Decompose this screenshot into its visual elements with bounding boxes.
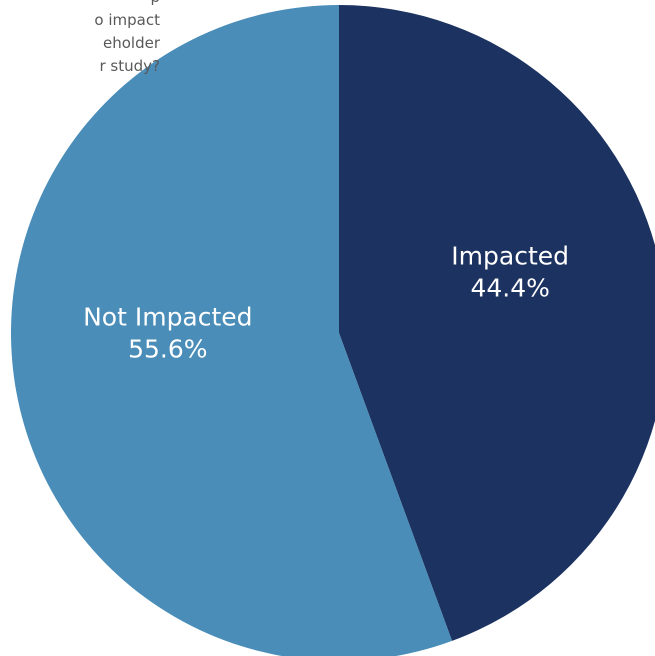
question-line-1: p (0, 0, 160, 9)
question-line-2: o impact (0, 9, 160, 32)
pie-label-impacted: Impacted (451, 242, 569, 271)
pie-value-not-impacted: 55.6% (128, 334, 207, 363)
question-line-3: eholder (0, 32, 160, 55)
question-line-4: r study? (0, 55, 160, 78)
pie-label-not-impacted: Not Impacted (83, 302, 252, 331)
pie-value-impacted: 44.4% (470, 274, 549, 303)
survey-question-text: p o impact eholder r study? (0, 0, 160, 78)
